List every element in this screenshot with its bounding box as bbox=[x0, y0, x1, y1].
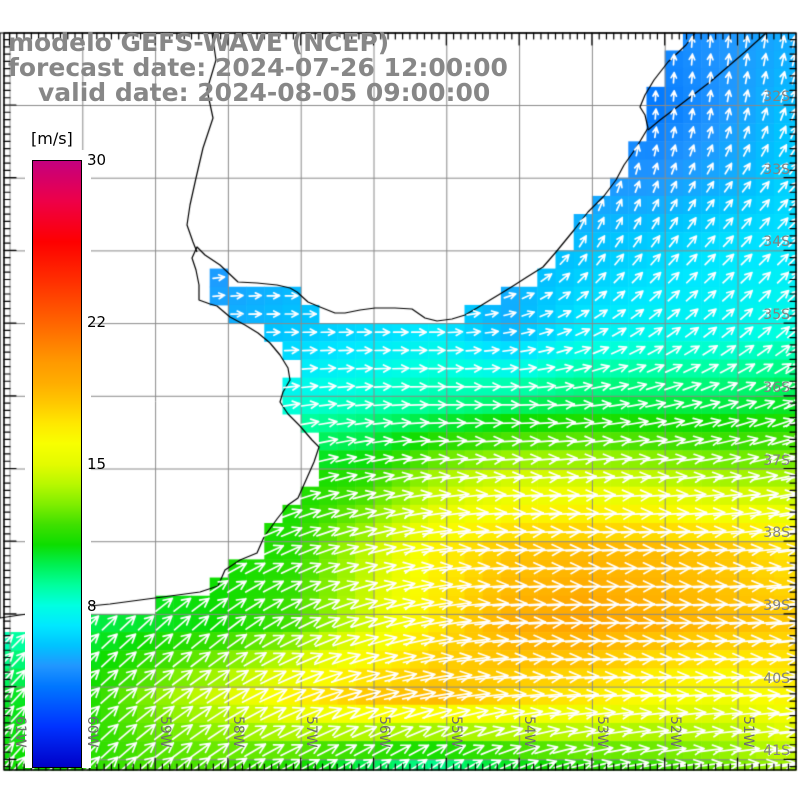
longitude-label: 59W bbox=[157, 716, 174, 748]
latitude-label: 40S bbox=[763, 670, 790, 687]
colorbar-tick-label: 8 bbox=[87, 596, 97, 615]
latitude-label: 36S bbox=[763, 379, 790, 396]
longitude-label: 57W bbox=[302, 716, 319, 748]
longitude-label: 54W bbox=[521, 716, 538, 748]
longitude-label: 53W bbox=[593, 716, 610, 748]
colorbar-tick-label: 30 bbox=[87, 151, 107, 169]
colorbar-tick-label: 22 bbox=[87, 313, 107, 332]
longitude-label: 52W bbox=[666, 716, 683, 748]
latitude-label: 34S bbox=[763, 234, 790, 251]
longitude-label: 51W bbox=[739, 716, 756, 748]
latitude-label: 33S bbox=[763, 161, 790, 178]
colorbar-unit-label: [m/s] bbox=[31, 129, 73, 148]
latitude-label: 35S bbox=[763, 307, 790, 324]
latitude-label: 37S bbox=[763, 452, 790, 469]
longitude-label: 58W bbox=[229, 716, 246, 748]
valid-date-label: valid date: 2024-08-05 09:00:00 bbox=[38, 78, 491, 107]
longitude-label: 55W bbox=[448, 716, 465, 748]
colorbar bbox=[32, 160, 82, 768]
latitude-label: 39S bbox=[763, 597, 790, 614]
colorbar-tick-label: 15 bbox=[87, 455, 107, 473]
latitude-label: 38S bbox=[763, 525, 790, 542]
latitude-label: 41S bbox=[763, 743, 790, 760]
forecast-date-label: forecast date: 2024-07-26 12:00:00 bbox=[8, 53, 508, 82]
longitude-label: 61W bbox=[11, 716, 28, 748]
longitude-label: 60W bbox=[84, 716, 101, 748]
model-title: modelo GEFS-WAVE (NCEP) bbox=[8, 28, 390, 57]
latitude-label: 32S bbox=[763, 89, 790, 105]
longitude-label: 56W bbox=[375, 716, 392, 748]
title-block: modelo GEFS-WAVE (NCEP) forecast date: 2… bbox=[8, 30, 508, 105]
